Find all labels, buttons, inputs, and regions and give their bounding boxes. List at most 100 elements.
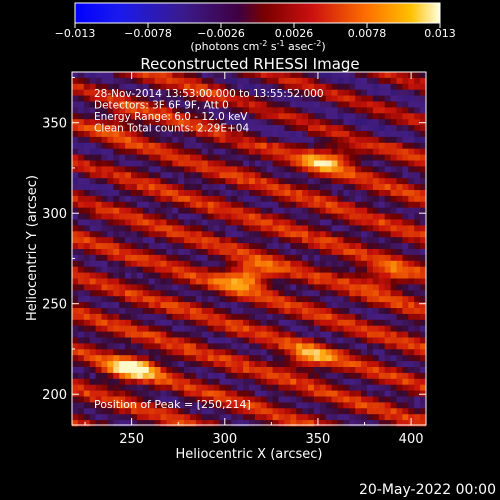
heatmap-cell bbox=[296, 219, 303, 226]
heatmap-cell bbox=[95, 160, 102, 167]
heatmap-cell bbox=[372, 284, 380, 291]
heatmap-cell bbox=[225, 142, 232, 150]
heatmap-cell bbox=[313, 278, 321, 285]
heatmap-cell bbox=[95, 260, 102, 268]
heatmap-cell bbox=[284, 249, 291, 256]
heatmap-cell bbox=[390, 337, 397, 344]
heatmap-cell bbox=[278, 231, 285, 238]
heatmap-cell bbox=[213, 302, 220, 309]
heatmap-cell bbox=[278, 296, 285, 303]
heatmap-cell bbox=[136, 367, 144, 374]
heatmap-cell bbox=[378, 396, 386, 403]
heatmap-cell bbox=[372, 308, 380, 315]
heatmap-cell bbox=[225, 372, 232, 380]
heatmap-cell bbox=[420, 190, 427, 197]
heatmap-cell bbox=[243, 313, 250, 321]
heatmap-cell bbox=[302, 77, 309, 85]
heatmap-cell bbox=[166, 95, 173, 102]
heatmap-cell bbox=[166, 89, 173, 96]
heatmap-cell bbox=[337, 243, 344, 250]
heatmap-cell bbox=[367, 260, 374, 268]
heatmap-cell bbox=[160, 83, 167, 91]
heatmap-cell bbox=[213, 154, 220, 161]
heatmap-cell bbox=[361, 249, 368, 256]
heatmap-cell bbox=[148, 184, 155, 191]
heatmap-cell bbox=[408, 83, 415, 91]
heatmap-cell bbox=[190, 343, 197, 350]
heatmap-cell bbox=[72, 355, 79, 362]
heatmap-cell bbox=[325, 231, 332, 238]
heatmap-cell bbox=[325, 290, 332, 297]
heatmap-cell bbox=[367, 372, 374, 380]
heatmap-cell bbox=[408, 136, 415, 144]
heatmap-cell bbox=[319, 319, 327, 327]
heatmap-cell bbox=[154, 72, 161, 79]
heatmap-cell bbox=[290, 219, 297, 226]
heatmap-cell bbox=[195, 254, 203, 262]
heatmap-cell bbox=[72, 420, 79, 427]
heatmap-cell bbox=[131, 331, 138, 338]
heatmap-cell bbox=[195, 296, 203, 303]
heatmap-cell bbox=[408, 384, 415, 391]
heatmap-cell bbox=[367, 331, 374, 338]
heatmap-cell bbox=[95, 207, 102, 214]
heatmap-cell bbox=[249, 207, 256, 214]
heatmap-cell bbox=[290, 278, 297, 285]
heatmap-cell bbox=[148, 154, 155, 161]
heatmap-cell bbox=[131, 83, 138, 91]
heatmap-cell bbox=[89, 302, 96, 309]
heatmap-cell bbox=[372, 207, 380, 214]
heatmap-cell bbox=[384, 231, 391, 238]
heatmap-cell bbox=[237, 178, 244, 185]
heatmap-cell bbox=[231, 131, 238, 138]
heatmap-cell bbox=[331, 83, 338, 91]
heatmap-cell bbox=[402, 119, 409, 126]
heatmap-cell bbox=[113, 331, 120, 338]
heatmap-cell bbox=[331, 231, 338, 238]
heatmap-cell bbox=[154, 308, 161, 315]
heatmap-cell bbox=[408, 372, 415, 380]
heatmap-cell bbox=[225, 343, 232, 350]
heatmap-cell bbox=[195, 107, 203, 114]
heatmap-cell bbox=[131, 325, 138, 332]
heatmap-cell bbox=[231, 160, 238, 167]
heatmap-cell bbox=[420, 414, 427, 421]
heatmap-cell bbox=[260, 331, 268, 338]
heatmap-cell bbox=[254, 83, 262, 91]
heatmap-cell bbox=[154, 101, 161, 108]
heatmap-cell bbox=[83, 190, 91, 197]
heatmap-cell bbox=[349, 414, 356, 421]
heatmap-cell bbox=[402, 337, 409, 344]
heatmap-cell bbox=[378, 72, 386, 79]
heatmap-cell bbox=[231, 272, 238, 279]
heatmap-cell bbox=[225, 154, 232, 161]
heatmap-cell bbox=[243, 195, 250, 203]
heatmap-cell bbox=[207, 331, 214, 338]
heatmap-cell bbox=[113, 367, 120, 374]
heatmap-cell bbox=[83, 420, 91, 427]
heatmap-cell bbox=[414, 201, 421, 209]
heatmap-cell bbox=[420, 213, 427, 220]
heatmap-cell bbox=[319, 166, 327, 173]
heatmap-cell bbox=[190, 308, 197, 315]
heatmap-cell bbox=[72, 184, 79, 191]
heatmap-cell bbox=[319, 331, 327, 338]
heatmap-cell bbox=[420, 148, 427, 155]
heatmap-cell bbox=[219, 83, 226, 91]
heatmap-cell bbox=[361, 119, 368, 126]
heatmap-cell bbox=[296, 160, 303, 167]
heatmap-cell bbox=[355, 243, 362, 250]
heatmap-cell bbox=[77, 302, 85, 309]
heatmap-cell bbox=[148, 384, 155, 391]
heatmap-cell bbox=[290, 213, 297, 220]
heatmap-cell bbox=[408, 254, 415, 262]
heatmap-cell bbox=[378, 278, 386, 285]
heatmap-cell bbox=[308, 131, 315, 138]
heatmap-cell bbox=[272, 384, 279, 391]
heatmap-cell bbox=[408, 107, 415, 114]
heatmap-cell bbox=[201, 136, 209, 144]
heatmap-cell bbox=[254, 302, 262, 309]
heatmap-cell bbox=[89, 254, 96, 262]
heatmap-cell bbox=[361, 260, 368, 268]
heatmap-cell bbox=[278, 95, 285, 102]
